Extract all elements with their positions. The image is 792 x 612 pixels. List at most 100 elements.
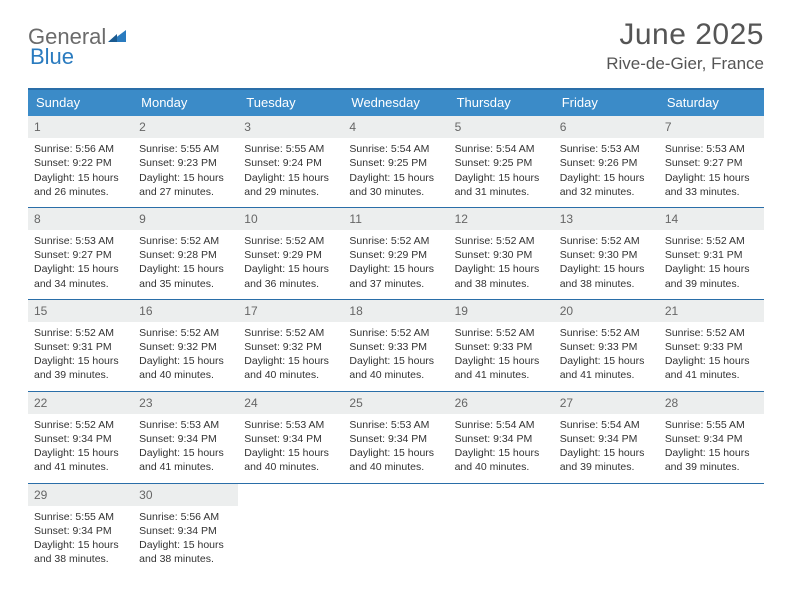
day-number: 3 xyxy=(238,116,343,138)
day-cell: 29Sunrise: 5:55 AMSunset: 9:34 PMDayligh… xyxy=(28,484,133,575)
daylight-text-1: Daylight: 15 hours xyxy=(139,446,232,460)
day-cell: 13Sunrise: 5:52 AMSunset: 9:30 PMDayligh… xyxy=(554,208,659,299)
daylight-text-2: and 39 minutes. xyxy=(665,460,758,474)
daylight-text-2: and 29 minutes. xyxy=(244,185,337,199)
day-body: Sunrise: 5:52 AMSunset: 9:29 PMDaylight:… xyxy=(343,230,448,299)
daylight-text-2: and 39 minutes. xyxy=(665,277,758,291)
day-body: Sunrise: 5:53 AMSunset: 9:27 PMDaylight:… xyxy=(28,230,133,299)
day-number: 6 xyxy=(554,116,659,138)
daylight-text-2: and 27 minutes. xyxy=(139,185,232,199)
day-cell: 21Sunrise: 5:52 AMSunset: 9:33 PMDayligh… xyxy=(659,300,764,391)
day-body: Sunrise: 5:52 AMSunset: 9:31 PMDaylight:… xyxy=(659,230,764,299)
day-number: 9 xyxy=(133,208,238,230)
daylight-text-2: and 41 minutes. xyxy=(139,460,232,474)
daylight-text-1: Daylight: 15 hours xyxy=(349,262,442,276)
sunset-text: Sunset: 9:32 PM xyxy=(244,340,337,354)
day-cell: 2Sunrise: 5:55 AMSunset: 9:23 PMDaylight… xyxy=(133,116,238,207)
sunset-text: Sunset: 9:33 PM xyxy=(665,340,758,354)
day-number xyxy=(343,484,448,506)
day-cell: 9Sunrise: 5:52 AMSunset: 9:28 PMDaylight… xyxy=(133,208,238,299)
day-cell xyxy=(554,484,659,575)
daylight-text-2: and 33 minutes. xyxy=(665,185,758,199)
day-number: 1 xyxy=(28,116,133,138)
daylight-text-1: Daylight: 15 hours xyxy=(455,171,548,185)
day-number: 22 xyxy=(28,392,133,414)
day-number xyxy=(449,484,554,506)
sunset-text: Sunset: 9:34 PM xyxy=(34,524,127,538)
daylight-text-2: and 38 minutes. xyxy=(455,277,548,291)
day-cell: 8Sunrise: 5:53 AMSunset: 9:27 PMDaylight… xyxy=(28,208,133,299)
day-number: 28 xyxy=(659,392,764,414)
daylight-text-1: Daylight: 15 hours xyxy=(139,538,232,552)
daylight-text-1: Daylight: 15 hours xyxy=(349,354,442,368)
day-header: Saturday xyxy=(659,90,764,116)
daylight-text-1: Daylight: 15 hours xyxy=(34,446,127,460)
day-number: 20 xyxy=(554,300,659,322)
sunrise-text: Sunrise: 5:52 AM xyxy=(665,326,758,340)
daylight-text-2: and 37 minutes. xyxy=(349,277,442,291)
day-number: 2 xyxy=(133,116,238,138)
daylight-text-1: Daylight: 15 hours xyxy=(455,446,548,460)
daylight-text-2: and 31 minutes. xyxy=(455,185,548,199)
daylight-text-1: Daylight: 15 hours xyxy=(349,171,442,185)
sunrise-text: Sunrise: 5:52 AM xyxy=(665,234,758,248)
daylight-text-1: Daylight: 15 hours xyxy=(455,354,548,368)
sunrise-text: Sunrise: 5:54 AM xyxy=(349,142,442,156)
day-cell: 26Sunrise: 5:54 AMSunset: 9:34 PMDayligh… xyxy=(449,392,554,483)
sunrise-text: Sunrise: 5:54 AM xyxy=(455,142,548,156)
daylight-text-2: and 40 minutes. xyxy=(244,460,337,474)
daylight-text-1: Daylight: 15 hours xyxy=(560,354,653,368)
daylight-text-2: and 38 minutes. xyxy=(139,552,232,566)
sunset-text: Sunset: 9:27 PM xyxy=(34,248,127,262)
sunrise-text: Sunrise: 5:53 AM xyxy=(349,418,442,432)
day-cell: 14Sunrise: 5:52 AMSunset: 9:31 PMDayligh… xyxy=(659,208,764,299)
day-number: 23 xyxy=(133,392,238,414)
sunrise-text: Sunrise: 5:55 AM xyxy=(139,142,232,156)
sunrise-text: Sunrise: 5:52 AM xyxy=(244,326,337,340)
week-row: 1Sunrise: 5:56 AMSunset: 9:22 PMDaylight… xyxy=(28,116,764,208)
sunrise-text: Sunrise: 5:52 AM xyxy=(560,326,653,340)
day-cell: 23Sunrise: 5:53 AMSunset: 9:34 PMDayligh… xyxy=(133,392,238,483)
header: General June 2025 Rive-de-Gier, France xyxy=(28,18,764,74)
day-header: Tuesday xyxy=(238,90,343,116)
title-location: Rive-de-Gier, France xyxy=(606,54,764,74)
sunset-text: Sunset: 9:29 PM xyxy=(349,248,442,262)
day-number: 15 xyxy=(28,300,133,322)
day-cell: 27Sunrise: 5:54 AMSunset: 9:34 PMDayligh… xyxy=(554,392,659,483)
day-body: Sunrise: 5:56 AMSunset: 9:22 PMDaylight:… xyxy=(28,138,133,207)
sunset-text: Sunset: 9:31 PM xyxy=(665,248,758,262)
day-cell xyxy=(449,484,554,575)
sunset-text: Sunset: 9:28 PM xyxy=(139,248,232,262)
sunset-text: Sunset: 9:24 PM xyxy=(244,156,337,170)
day-number xyxy=(659,484,764,506)
week-row: 8Sunrise: 5:53 AMSunset: 9:27 PMDaylight… xyxy=(28,208,764,300)
daylight-text-1: Daylight: 15 hours xyxy=(665,354,758,368)
sunrise-text: Sunrise: 5:52 AM xyxy=(139,326,232,340)
daylight-text-1: Daylight: 15 hours xyxy=(139,354,232,368)
day-cell: 10Sunrise: 5:52 AMSunset: 9:29 PMDayligh… xyxy=(238,208,343,299)
sunrise-text: Sunrise: 5:52 AM xyxy=(560,234,653,248)
daylight-text-1: Daylight: 15 hours xyxy=(560,262,653,276)
day-body: Sunrise: 5:52 AMSunset: 9:33 PMDaylight:… xyxy=(449,322,554,391)
daylight-text-1: Daylight: 15 hours xyxy=(34,538,127,552)
sunrise-text: Sunrise: 5:52 AM xyxy=(455,326,548,340)
sunrise-text: Sunrise: 5:55 AM xyxy=(665,418,758,432)
daylight-text-2: and 41 minutes. xyxy=(455,368,548,382)
daylight-text-1: Daylight: 15 hours xyxy=(349,446,442,460)
sunrise-text: Sunrise: 5:52 AM xyxy=(349,234,442,248)
daylight-text-2: and 41 minutes. xyxy=(34,460,127,474)
day-number: 29 xyxy=(28,484,133,506)
day-number: 27 xyxy=(554,392,659,414)
daylight-text-2: and 39 minutes. xyxy=(34,368,127,382)
daylight-text-1: Daylight: 15 hours xyxy=(244,262,337,276)
day-cell xyxy=(659,484,764,575)
sunset-text: Sunset: 9:34 PM xyxy=(244,432,337,446)
sunset-text: Sunset: 9:32 PM xyxy=(139,340,232,354)
day-cell: 5Sunrise: 5:54 AMSunset: 9:25 PMDaylight… xyxy=(449,116,554,207)
daylight-text-2: and 30 minutes. xyxy=(349,185,442,199)
sunset-text: Sunset: 9:34 PM xyxy=(139,432,232,446)
daylight-text-2: and 41 minutes. xyxy=(665,368,758,382)
logo-text-blue: Blue xyxy=(30,44,74,70)
sunrise-text: Sunrise: 5:52 AM xyxy=(34,418,127,432)
day-cell: 28Sunrise: 5:55 AMSunset: 9:34 PMDayligh… xyxy=(659,392,764,483)
